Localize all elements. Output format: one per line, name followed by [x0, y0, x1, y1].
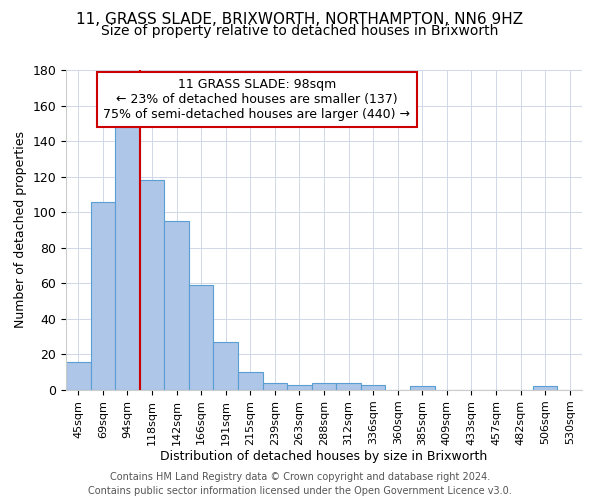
Bar	[140, 180, 164, 390]
Bar	[66, 362, 91, 390]
Bar	[533, 386, 557, 390]
X-axis label: Distribution of detached houses by size in Brixworth: Distribution of detached houses by size …	[160, 450, 488, 464]
Bar	[115, 127, 140, 390]
Text: Contains HM Land Registry data © Crown copyright and database right 2024.
Contai: Contains HM Land Registry data © Crown c…	[88, 472, 512, 496]
Bar	[238, 372, 263, 390]
Bar	[312, 383, 336, 390]
Bar	[361, 384, 385, 390]
Bar	[336, 383, 361, 390]
Bar	[410, 386, 434, 390]
Text: 11, GRASS SLADE, BRIXWORTH, NORTHAMPTON, NN6 9HZ: 11, GRASS SLADE, BRIXWORTH, NORTHAMPTON,…	[76, 12, 524, 28]
Bar	[263, 383, 287, 390]
Bar	[91, 202, 115, 390]
Bar	[164, 221, 189, 390]
Y-axis label: Number of detached properties: Number of detached properties	[14, 132, 27, 328]
Text: 11 GRASS SLADE: 98sqm
← 23% of detached houses are smaller (137)
75% of semi-det: 11 GRASS SLADE: 98sqm ← 23% of detached …	[103, 78, 410, 121]
Text: Size of property relative to detached houses in Brixworth: Size of property relative to detached ho…	[101, 24, 499, 38]
Bar	[214, 342, 238, 390]
Bar	[189, 285, 214, 390]
Bar	[287, 384, 312, 390]
